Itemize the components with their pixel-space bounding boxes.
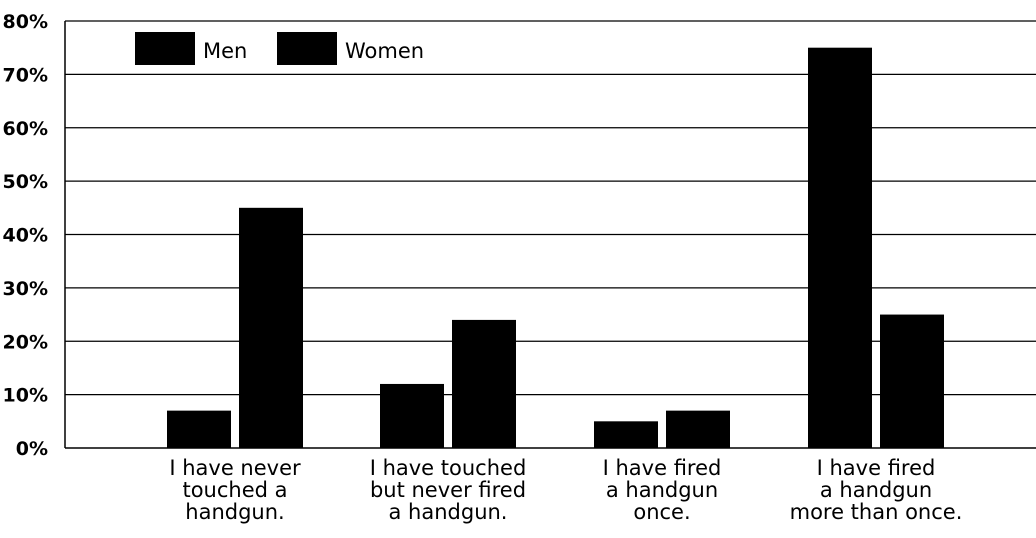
legend-swatch-women	[277, 32, 337, 65]
bar-women-2	[452, 319, 516, 448]
y-tick-label: 0%	[16, 438, 48, 460]
category-label-line: touched a	[182, 478, 287, 502]
category-label-line: a handgun	[606, 478, 718, 502]
legend-label-women: Women	[345, 39, 424, 63]
bars	[167, 47, 944, 448]
y-tick-label: 60%	[3, 118, 48, 140]
bar-men-4	[808, 47, 872, 448]
y-tick-label: 40%	[3, 225, 48, 247]
category-label-line: but never fired	[370, 478, 526, 502]
category-label: I have fired a handgun more than once.	[790, 456, 963, 524]
bar-women-1	[239, 207, 303, 448]
y-tick-label: 70%	[3, 64, 48, 86]
gridlines	[65, 20, 1036, 396]
y-tick-label: 10%	[3, 385, 48, 407]
category-label: I have never touched a handgun.	[169, 456, 301, 524]
bar-men-3	[594, 421, 658, 448]
category-label-line: a handgun.	[389, 500, 508, 524]
y-tick-label: 20%	[3, 331, 48, 353]
category-label-line: a handgun	[820, 478, 932, 502]
category-label-line: handgun.	[185, 500, 284, 524]
category-labels: I have never touched a handgun. I have touc…	[169, 456, 962, 524]
y-tick-label: 80%	[3, 11, 48, 33]
legend-label-men: Men	[203, 39, 247, 63]
y-tick-label: 30%	[3, 278, 48, 300]
category-label: I have fired a handgun once.	[603, 456, 722, 524]
category-label-line: once.	[633, 500, 690, 524]
legend-swatch-men	[135, 32, 195, 65]
y-tick-label: 50%	[3, 171, 48, 193]
category-label-line: more than once.	[790, 500, 963, 524]
bar-women-3	[666, 410, 730, 448]
y-axis-tick-labels: 0% 10% 20% 30% 40% 50% 60% 70% 80%	[3, 11, 48, 460]
category-label-line: I have fired	[603, 456, 722, 480]
category-label: I have touched but never fired a handgun.	[370, 456, 527, 524]
bar-men-2	[380, 383, 444, 448]
category-label-line: I have fired	[817, 456, 936, 480]
legend: Men Women	[135, 32, 424, 65]
category-label-line: I have never	[169, 456, 301, 480]
bar-women-4	[880, 314, 944, 448]
bar-men-1	[167, 410, 231, 448]
category-label-line: I have touched	[370, 456, 527, 480]
